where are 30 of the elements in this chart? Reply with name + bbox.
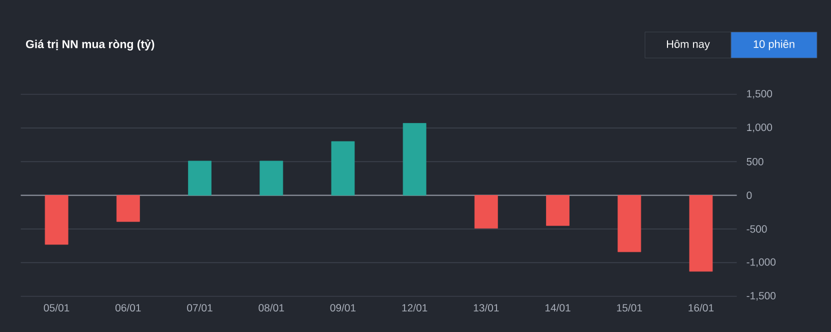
x-tick-label: 14/01 [545, 304, 570, 312]
bar [618, 195, 642, 252]
y-tick-label: 500 [746, 158, 764, 166]
x-tick-label: 15/01 [617, 304, 642, 312]
text: Hôm nay [666, 40, 710, 50]
bar [116, 195, 140, 222]
bar [402, 123, 426, 196]
y-tick-label: -1,000 [746, 258, 776, 267]
chart-title: Giá trị NN mua ròng (tỷ) [26, 40, 154, 50]
y-tick-label: 0 [746, 192, 752, 200]
y-tick-label: 1,500 [747, 90, 772, 99]
x-tick-label: 06/01 [115, 304, 141, 312]
x-tick-label: 16/01 [688, 304, 714, 312]
bar [188, 160, 212, 196]
bar [474, 195, 498, 229]
bar [689, 195, 713, 272]
bar [546, 195, 570, 226]
x-tick-label: 08/01 [258, 304, 284, 312]
x-tick-label: 13/01 [474, 304, 499, 312]
text: 10 phiên [754, 40, 794, 50]
y-tick-label: 1,000 [747, 124, 772, 132]
bar [331, 141, 355, 196]
x-tick-label: 05/01 [44, 304, 70, 312]
y-tick-label: -1,500 [746, 292, 776, 301]
y-tick-label: -500 [746, 225, 767, 233]
x-tick-label: 09/01 [330, 304, 356, 312]
x-tick-label: 12/01 [402, 304, 428, 312]
x-tick-label: 07/01 [187, 304, 212, 312]
bar [44, 195, 68, 245]
bar [260, 160, 284, 196]
